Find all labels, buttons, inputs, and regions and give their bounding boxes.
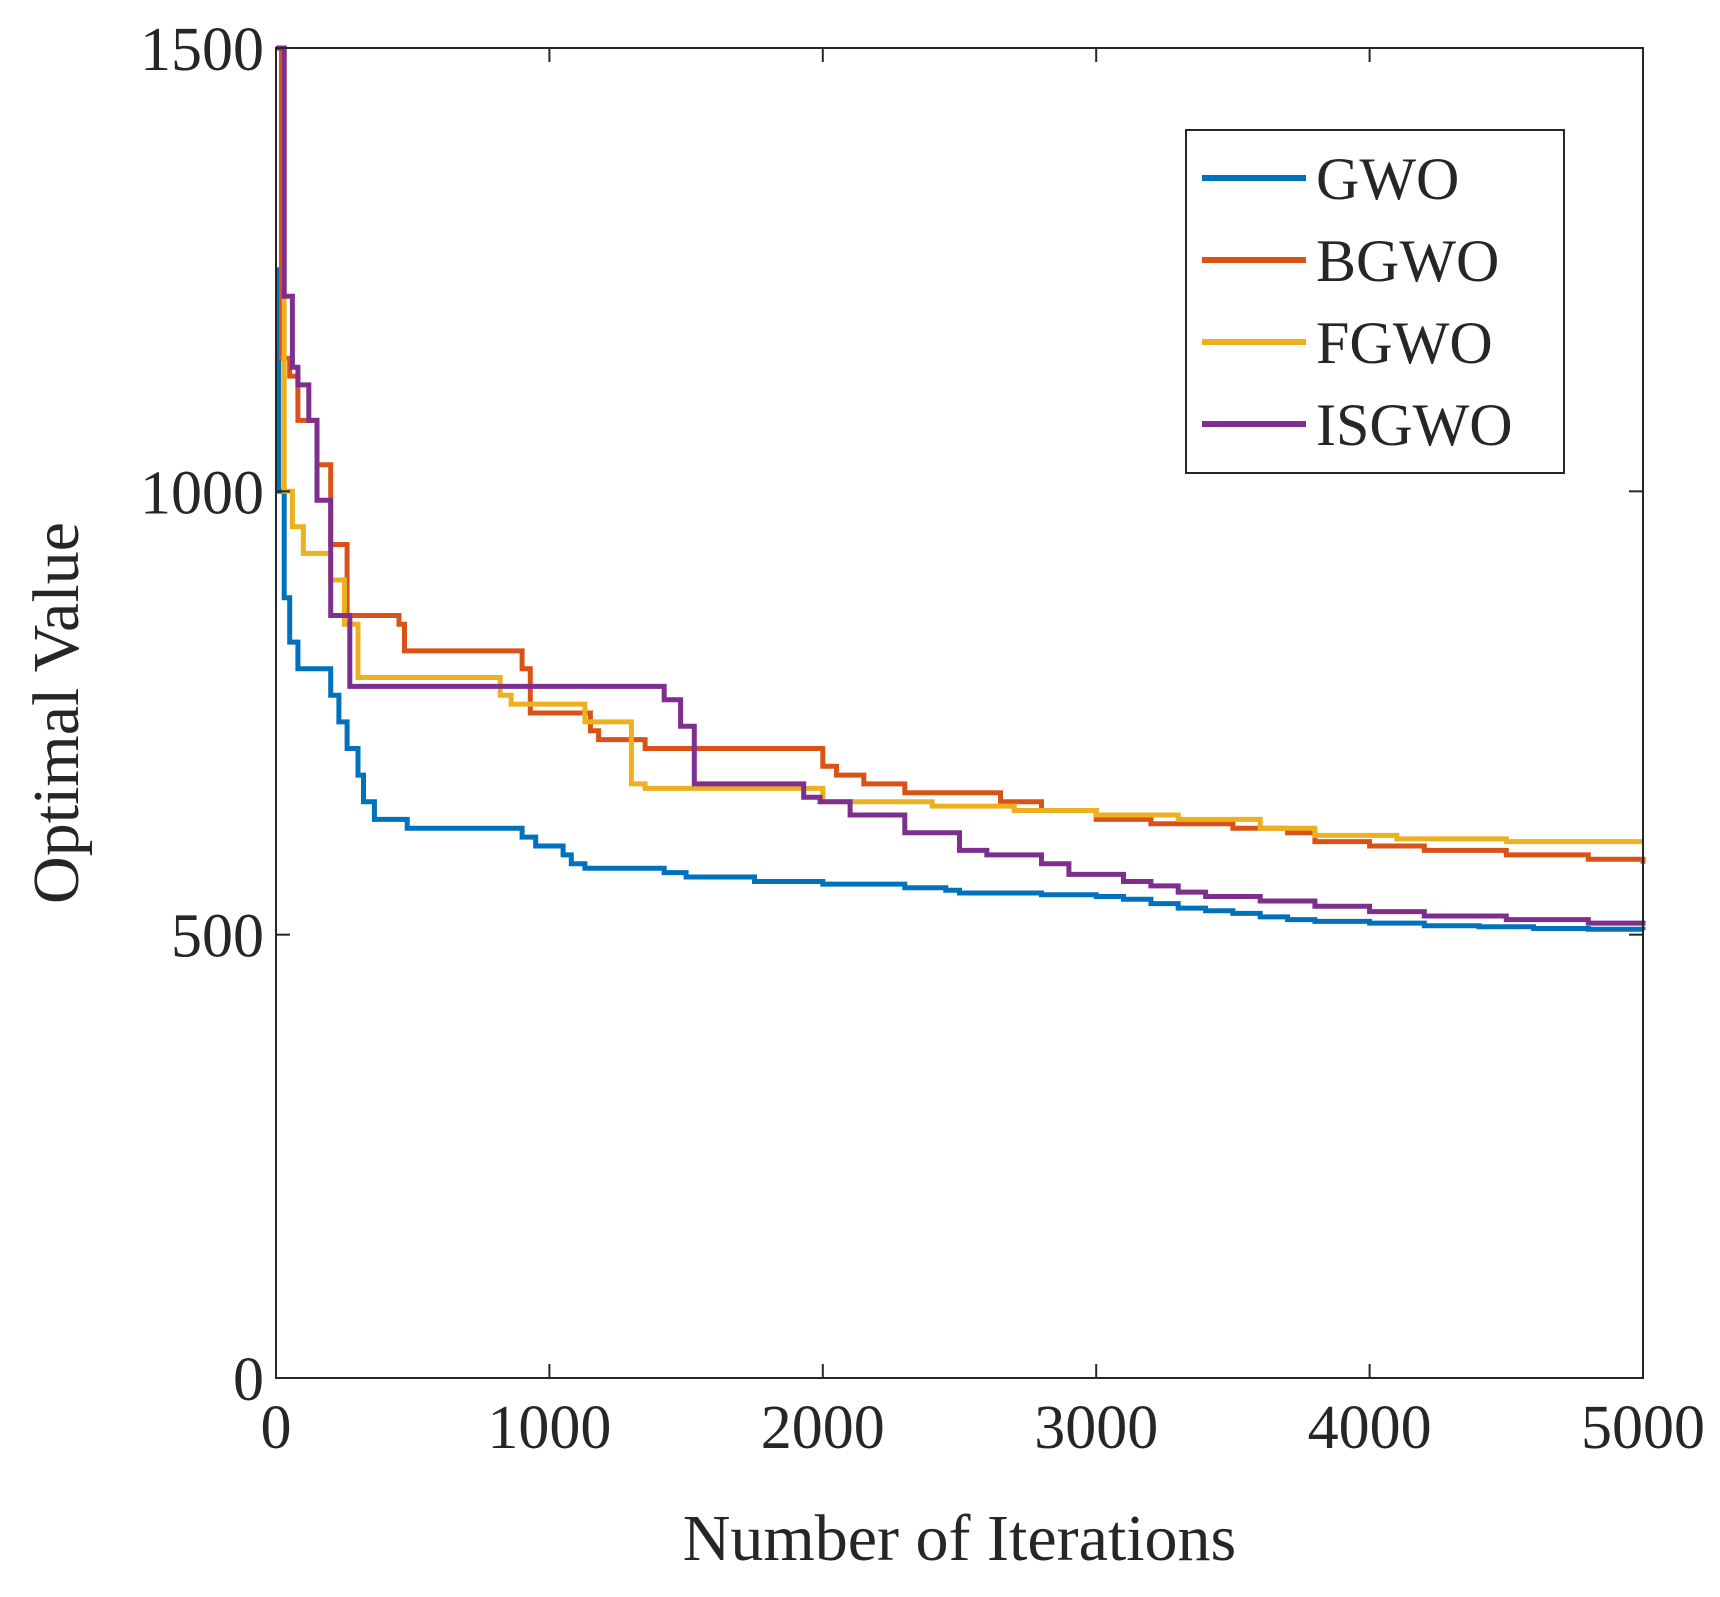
x-tick-label: 3000: [1034, 1394, 1158, 1462]
legend: GWO BGWO FGWO ISGWO: [1185, 129, 1565, 474]
x-tick-label: 1000: [487, 1394, 611, 1462]
legend-box: [1185, 129, 1565, 474]
x-tick-label: 0: [261, 1394, 292, 1462]
y-tick-label: 0: [233, 1346, 264, 1414]
y-tick-label: 1500: [140, 16, 264, 84]
series-line-fgwo: [276, 45, 1643, 845]
legend-label-isgwo: ISGWO: [1316, 392, 1513, 458]
axes-box: [275, 47, 1644, 1379]
legend-label-fgwo: FGWO: [1316, 310, 1493, 376]
legend-label-bgwo: BGWO: [1316, 228, 1499, 294]
y-axis-label: Optimal Value: [20, 522, 93, 904]
axes-group: 0 1000 2000 3000 4000 5000 0 500 1000 1500: [140, 16, 1705, 1462]
series-group: [276, 45, 1646, 932]
x-axis-label: Number of Iterations: [683, 1502, 1237, 1575]
x-tick-label: 4000: [1308, 1394, 1432, 1462]
y-tick-label: 500: [171, 903, 264, 971]
x-tick-label: 2000: [761, 1394, 885, 1462]
legend-label-gwo: GWO: [1316, 146, 1459, 212]
series-line-isgwo: [276, 45, 1646, 926]
series-line-gwo: [276, 267, 1646, 932]
x-tick-label: 5000: [1581, 1394, 1705, 1462]
y-tick-label: 1000: [140, 459, 264, 527]
